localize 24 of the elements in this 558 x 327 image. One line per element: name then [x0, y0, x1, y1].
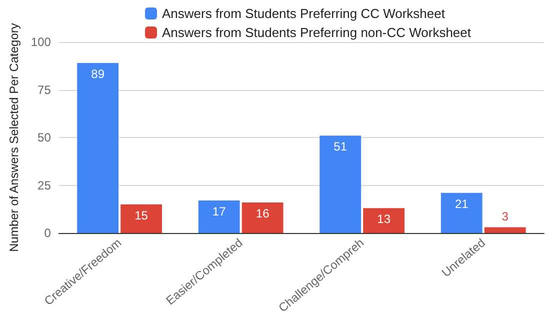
data-label: 89: [91, 67, 105, 82]
y-tick-label: 0: [44, 226, 52, 240]
legend-label: Answers from Students Preferring CC Worksheet: [162, 6, 446, 21]
data-label: 51: [334, 140, 348, 154]
data-label: 3: [502, 209, 509, 224]
legend-label: Answers from Students Preferring non-CC Worksheet: [162, 25, 472, 40]
y-tick-label: 75: [38, 82, 52, 97]
data-label: 13: [377, 212, 391, 226]
data-label: 17: [212, 204, 226, 219]
y-tick-label: 50: [38, 130, 52, 144]
y-tick-label: 25: [38, 178, 52, 192]
bar: [77, 63, 119, 233]
y-tick-label: 100: [30, 35, 52, 49]
bar: [242, 202, 284, 233]
bar: [320, 136, 362, 233]
y-axis-title: Number of Answers Selected Per Category: [7, 23, 21, 252]
bar: [198, 200, 240, 233]
data-label: 21: [454, 196, 469, 211]
bar: [440, 192, 482, 233]
data-label: 15: [134, 208, 148, 222]
bar: [120, 204, 162, 233]
bar: [484, 227, 526, 233]
bar: [363, 208, 405, 233]
data-label: 16: [256, 206, 270, 220]
